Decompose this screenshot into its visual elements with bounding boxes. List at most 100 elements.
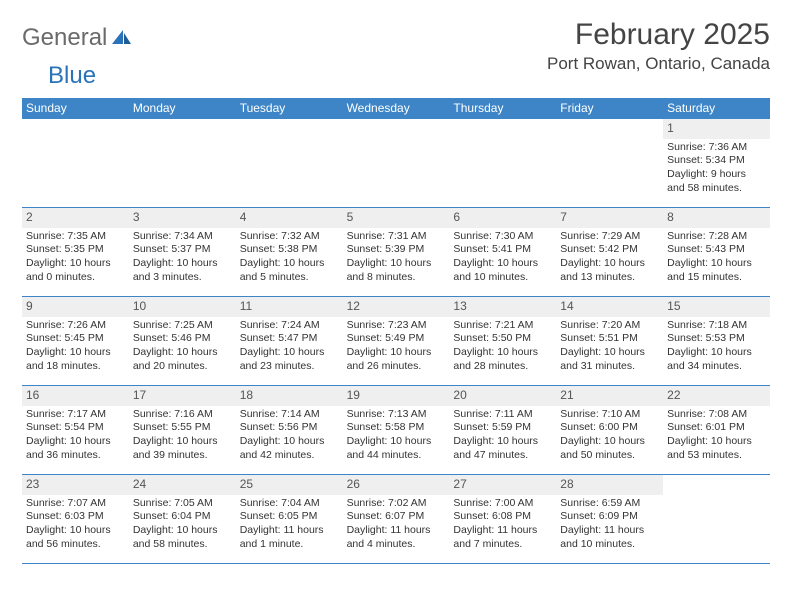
day-body: Sunrise: 7:32 AMSunset: 5:38 PMDaylight:… bbox=[236, 230, 343, 288]
day-number: 9 bbox=[22, 297, 129, 317]
sunrise-text: Sunrise: 7:13 AM bbox=[347, 408, 446, 422]
day-body: Sunrise: 7:20 AMSunset: 5:51 PMDaylight:… bbox=[556, 319, 663, 377]
day-body: Sunrise: 7:10 AMSunset: 6:00 PMDaylight:… bbox=[556, 408, 663, 466]
day-number: 7 bbox=[556, 208, 663, 228]
day-cell: 3Sunrise: 7:34 AMSunset: 5:37 PMDaylight… bbox=[129, 208, 236, 296]
title-block: February 2025 Port Rowan, Ontario, Canad… bbox=[547, 18, 770, 74]
day-cell: 8Sunrise: 7:28 AMSunset: 5:43 PMDaylight… bbox=[663, 208, 770, 296]
day-body: Sunrise: 7:14 AMSunset: 5:56 PMDaylight:… bbox=[236, 408, 343, 466]
day-cell: 27Sunrise: 7:00 AMSunset: 6:08 PMDayligh… bbox=[449, 475, 556, 563]
day-cell: 9 Sunrise: 7:26 AMSunset: 5:45 PMDaylight… bbox=[22, 297, 129, 385]
day-number: 25 bbox=[236, 475, 343, 495]
day-body: Sunrise: 7:13 AMSunset: 5:58 PMDaylight:… bbox=[343, 408, 450, 466]
day-number: 13 bbox=[449, 297, 556, 317]
sunrise-text: Sunrise: 7:24 AM bbox=[240, 319, 339, 333]
daylight-text: Daylight: 10 hours and 3 minutes. bbox=[133, 257, 232, 284]
day-cell: 15Sunrise: 7:18 AMSunset: 5:53 PMDayligh… bbox=[663, 297, 770, 385]
dow-cell: Wednesday bbox=[343, 98, 450, 119]
sunset-text: Sunset: 5:37 PM bbox=[133, 243, 232, 257]
sunset-text: Sunset: 5:43 PM bbox=[667, 243, 766, 257]
sunrise-text: Sunrise: 7:16 AM bbox=[133, 408, 232, 422]
sunset-text: Sunset: 5:49 PM bbox=[347, 332, 446, 346]
daylight-text: Daylight: 10 hours and 26 minutes. bbox=[347, 346, 446, 373]
daylight-text: Daylight: 9 hours and 58 minutes. bbox=[667, 168, 766, 195]
sunset-text: Sunset: 6:04 PM bbox=[133, 510, 232, 524]
day-cell: 22Sunrise: 7:08 AMSunset: 6:01 PMDayligh… bbox=[663, 386, 770, 474]
daylight-text: Daylight: 10 hours and 18 minutes. bbox=[26, 346, 125, 373]
day-cell: 12Sunrise: 7:23 AMSunset: 5:49 PMDayligh… bbox=[343, 297, 450, 385]
sunrise-text: Sunrise: 7:02 AM bbox=[347, 497, 446, 511]
day-cell: 5Sunrise: 7:31 AMSunset: 5:39 PMDaylight… bbox=[343, 208, 450, 296]
sunset-text: Sunset: 5:39 PM bbox=[347, 243, 446, 257]
daylight-text: Daylight: 10 hours and 15 minutes. bbox=[667, 257, 766, 284]
day-of-week-header: SundayMondayTuesdayWednesdayThursdayFrid… bbox=[22, 98, 770, 119]
day-body: Sunrise: 7:21 AMSunset: 5:50 PMDaylight:… bbox=[449, 319, 556, 377]
daylight-text: Daylight: 10 hours and 39 minutes. bbox=[133, 435, 232, 462]
sunrise-text: Sunrise: 7:31 AM bbox=[347, 230, 446, 244]
day-number bbox=[556, 119, 663, 139]
day-number: 8 bbox=[663, 208, 770, 228]
sunset-text: Sunset: 5:45 PM bbox=[26, 332, 125, 346]
day-body: Sunrise: 7:08 AMSunset: 6:01 PMDaylight:… bbox=[663, 408, 770, 466]
daylight-text: Daylight: 11 hours and 1 minute. bbox=[240, 524, 339, 551]
dow-cell: Friday bbox=[556, 98, 663, 119]
day-body: Sunrise: 7:00 AMSunset: 6:08 PMDaylight:… bbox=[449, 497, 556, 555]
calendar: SundayMondayTuesdayWednesdayThursdayFrid… bbox=[22, 98, 770, 564]
daylight-text: Daylight: 10 hours and 31 minutes. bbox=[560, 346, 659, 373]
brand-logo: General bbox=[22, 18, 133, 52]
day-cell: 6Sunrise: 7:30 AMSunset: 5:41 PMDaylight… bbox=[449, 208, 556, 296]
day-body: Sunrise: 7:31 AMSunset: 5:39 PMDaylight:… bbox=[343, 230, 450, 288]
day-cell: 25Sunrise: 7:04 AMSunset: 6:05 PMDayligh… bbox=[236, 475, 343, 563]
day-number bbox=[236, 119, 343, 139]
day-number: 28 bbox=[556, 475, 663, 495]
sunset-text: Sunset: 5:51 PM bbox=[560, 332, 659, 346]
week-row: 2Sunrise: 7:35 AMSunset: 5:35 PMDaylight… bbox=[22, 208, 770, 297]
dow-cell: Thursday bbox=[449, 98, 556, 119]
day-number: 26 bbox=[343, 475, 450, 495]
day-body: Sunrise: 7:04 AMSunset: 6:05 PMDaylight:… bbox=[236, 497, 343, 555]
sunrise-text: Sunrise: 7:26 AM bbox=[26, 319, 125, 333]
weeks-container: 1Sunrise: 7:36 AMSunset: 5:34 PMDaylight… bbox=[22, 119, 770, 564]
daylight-text: Daylight: 10 hours and 34 minutes. bbox=[667, 346, 766, 373]
sunrise-text: Sunrise: 7:21 AM bbox=[453, 319, 552, 333]
day-cell: 19Sunrise: 7:13 AMSunset: 5:58 PMDayligh… bbox=[343, 386, 450, 474]
month-title: February 2025 bbox=[547, 18, 770, 52]
day-number: 6 bbox=[449, 208, 556, 228]
week-row: 1Sunrise: 7:36 AMSunset: 5:34 PMDaylight… bbox=[22, 119, 770, 208]
sunrise-text: Sunrise: 7:08 AM bbox=[667, 408, 766, 422]
daylight-text: Daylight: 10 hours and 36 minutes. bbox=[26, 435, 125, 462]
day-cell: 24Sunrise: 7:05 AMSunset: 6:04 PMDayligh… bbox=[129, 475, 236, 563]
day-number: 19 bbox=[343, 386, 450, 406]
sunrise-text: Sunrise: 7:04 AM bbox=[240, 497, 339, 511]
day-cell: 21Sunrise: 7:10 AMSunset: 6:00 PMDayligh… bbox=[556, 386, 663, 474]
daylight-text: Daylight: 10 hours and 44 minutes. bbox=[347, 435, 446, 462]
day-body: Sunrise: 7:35 AMSunset: 5:35 PMDaylight:… bbox=[22, 230, 129, 288]
day-cell: 4Sunrise: 7:32 AMSunset: 5:38 PMDaylight… bbox=[236, 208, 343, 296]
daylight-text: Daylight: 11 hours and 4 minutes. bbox=[347, 524, 446, 551]
sunset-text: Sunset: 5:38 PM bbox=[240, 243, 339, 257]
day-cell: 23Sunrise: 7:07 AMSunset: 6:03 PMDayligh… bbox=[22, 475, 129, 563]
day-body: Sunrise: 7:17 AMSunset: 5:54 PMDaylight:… bbox=[22, 408, 129, 466]
day-number: 1 bbox=[663, 119, 770, 139]
day-cell bbox=[556, 119, 663, 207]
day-body: Sunrise: 7:34 AMSunset: 5:37 PMDaylight:… bbox=[129, 230, 236, 288]
daylight-text: Daylight: 10 hours and 42 minutes. bbox=[240, 435, 339, 462]
daylight-text: Daylight: 10 hours and 56 minutes. bbox=[26, 524, 125, 551]
daylight-text: Daylight: 10 hours and 0 minutes. bbox=[26, 257, 125, 284]
brand-part1: General bbox=[22, 24, 107, 52]
day-cell: 26Sunrise: 7:02 AMSunset: 6:07 PMDayligh… bbox=[343, 475, 450, 563]
week-row: 16Sunrise: 7:17 AMSunset: 5:54 PMDayligh… bbox=[22, 386, 770, 475]
day-number: 20 bbox=[449, 386, 556, 406]
day-number: 15 bbox=[663, 297, 770, 317]
sunset-text: Sunset: 5:34 PM bbox=[667, 154, 766, 168]
day-number bbox=[22, 119, 129, 139]
day-cell: 2Sunrise: 7:35 AMSunset: 5:35 PMDaylight… bbox=[22, 208, 129, 296]
sunrise-text: Sunrise: 7:20 AM bbox=[560, 319, 659, 333]
day-cell: 11Sunrise: 7:24 AMSunset: 5:47 PMDayligh… bbox=[236, 297, 343, 385]
day-number: 3 bbox=[129, 208, 236, 228]
sunrise-text: Sunrise: 7:25 AM bbox=[133, 319, 232, 333]
sunset-text: Sunset: 5:59 PM bbox=[453, 421, 552, 435]
day-number: 27 bbox=[449, 475, 556, 495]
day-number bbox=[129, 119, 236, 139]
sunrise-text: Sunrise: 7:14 AM bbox=[240, 408, 339, 422]
